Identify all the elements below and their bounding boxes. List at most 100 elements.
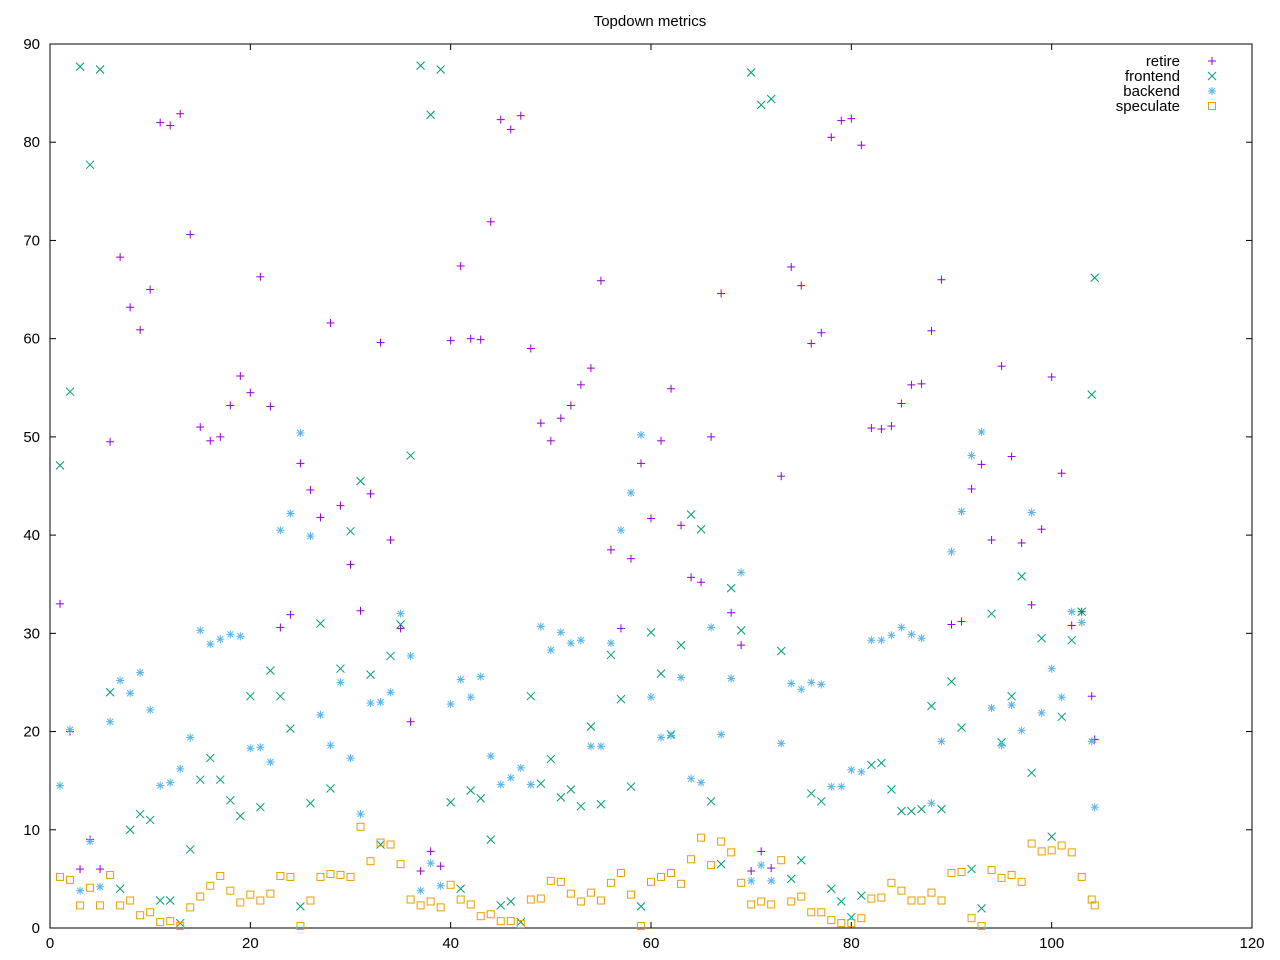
frontend-point [806, 789, 816, 798]
frontend-point [887, 785, 896, 794]
backend-point [647, 693, 655, 702]
frontend-point [205, 753, 215, 763]
backend-point [66, 725, 75, 734]
speculate-point [957, 868, 966, 877]
speculate-point [997, 873, 1006, 882]
backend-point [536, 622, 545, 631]
x-tick-label: 40 [442, 935, 459, 952]
speculate-point [947, 868, 956, 877]
retire-point [316, 513, 325, 522]
x-tick-label: 60 [643, 935, 660, 952]
retire-point [136, 325, 145, 334]
speculate-point [897, 886, 906, 895]
x-tick-label: 0 [46, 935, 54, 952]
frontend-point [235, 811, 245, 821]
speculate-point [546, 876, 555, 885]
frontend-point [756, 100, 766, 110]
backend-point [877, 636, 886, 645]
frontend-point [266, 666, 275, 676]
backend-point [1017, 726, 1026, 735]
backend-point [767, 876, 776, 885]
backend-point [907, 630, 916, 639]
retire-point [236, 371, 245, 380]
backend-point [727, 674, 736, 683]
backend-point [566, 639, 575, 648]
backend-point [657, 733, 666, 742]
retire-point [737, 641, 746, 650]
backend-point [1007, 701, 1016, 710]
y-tick-label: 0 [32, 920, 40, 937]
frontend-point [716, 859, 726, 869]
backend-point [356, 810, 365, 819]
retire-point [406, 717, 415, 726]
retire-point [636, 459, 645, 468]
backend-point [486, 752, 495, 761]
speculate-point [1047, 846, 1056, 855]
backend-point [997, 741, 1006, 750]
retire-point [717, 289, 726, 298]
retire-point [877, 425, 886, 434]
backend-point [697, 778, 706, 787]
retire-point [166, 121, 175, 130]
frontend-point [626, 782, 636, 791]
backend-point [1090, 803, 1099, 812]
retire-point [116, 253, 125, 262]
backend-point [276, 526, 285, 535]
retire-point [346, 560, 355, 569]
retire-point [837, 116, 846, 125]
speculate-point [96, 901, 105, 910]
frontend-point [696, 524, 706, 534]
frontend-point [736, 626, 746, 635]
speculate-point [827, 916, 836, 925]
backend-point [216, 635, 225, 644]
series-speculate [56, 822, 1099, 931]
retire-point [977, 460, 986, 469]
backend-point [927, 799, 936, 808]
speculate-point [857, 914, 866, 923]
backend-point [596, 742, 605, 751]
backend-point [76, 886, 85, 895]
backend-point [1037, 708, 1046, 717]
backend-point [707, 623, 716, 632]
frontend-point [1037, 633, 1047, 643]
frontend-point [326, 784, 335, 793]
frontend-point [556, 793, 566, 802]
retire-point [56, 599, 65, 608]
retire-point [847, 114, 856, 123]
frontend-point [95, 65, 105, 74]
frontend-point [606, 650, 616, 660]
backend-point [146, 705, 155, 714]
frontend-point [856, 891, 866, 900]
speculate-point [1017, 877, 1026, 886]
backend-point [446, 700, 455, 709]
frontend-point [1047, 832, 1057, 842]
frontend-point [816, 796, 826, 806]
speculate-point [626, 890, 635, 899]
backend-point [546, 646, 555, 655]
speculate-point [136, 911, 145, 920]
frontend-point [676, 640, 686, 650]
y-tick-label: 20 [23, 724, 40, 741]
backend-point [296, 428, 305, 437]
frontend-point [466, 786, 476, 795]
backend-point [106, 717, 115, 726]
backend-point [556, 628, 565, 637]
backend-point [396, 609, 405, 618]
frontend-point [576, 801, 586, 811]
frontend-point [286, 724, 295, 733]
retire-point [647, 514, 655, 523]
retire-point [797, 281, 806, 290]
speculate-point [416, 901, 425, 910]
speculate-point [636, 922, 645, 931]
y-tick-label: 70 [23, 232, 40, 249]
frontend-point [546, 754, 556, 764]
speculate-point [927, 888, 936, 897]
retire-point [466, 334, 475, 343]
frontend-point [927, 701, 936, 711]
retire-point [747, 867, 756, 876]
speculate-point [717, 837, 726, 846]
backend-point [867, 636, 876, 645]
backend-point [326, 741, 335, 750]
frontend-point [1007, 691, 1016, 701]
